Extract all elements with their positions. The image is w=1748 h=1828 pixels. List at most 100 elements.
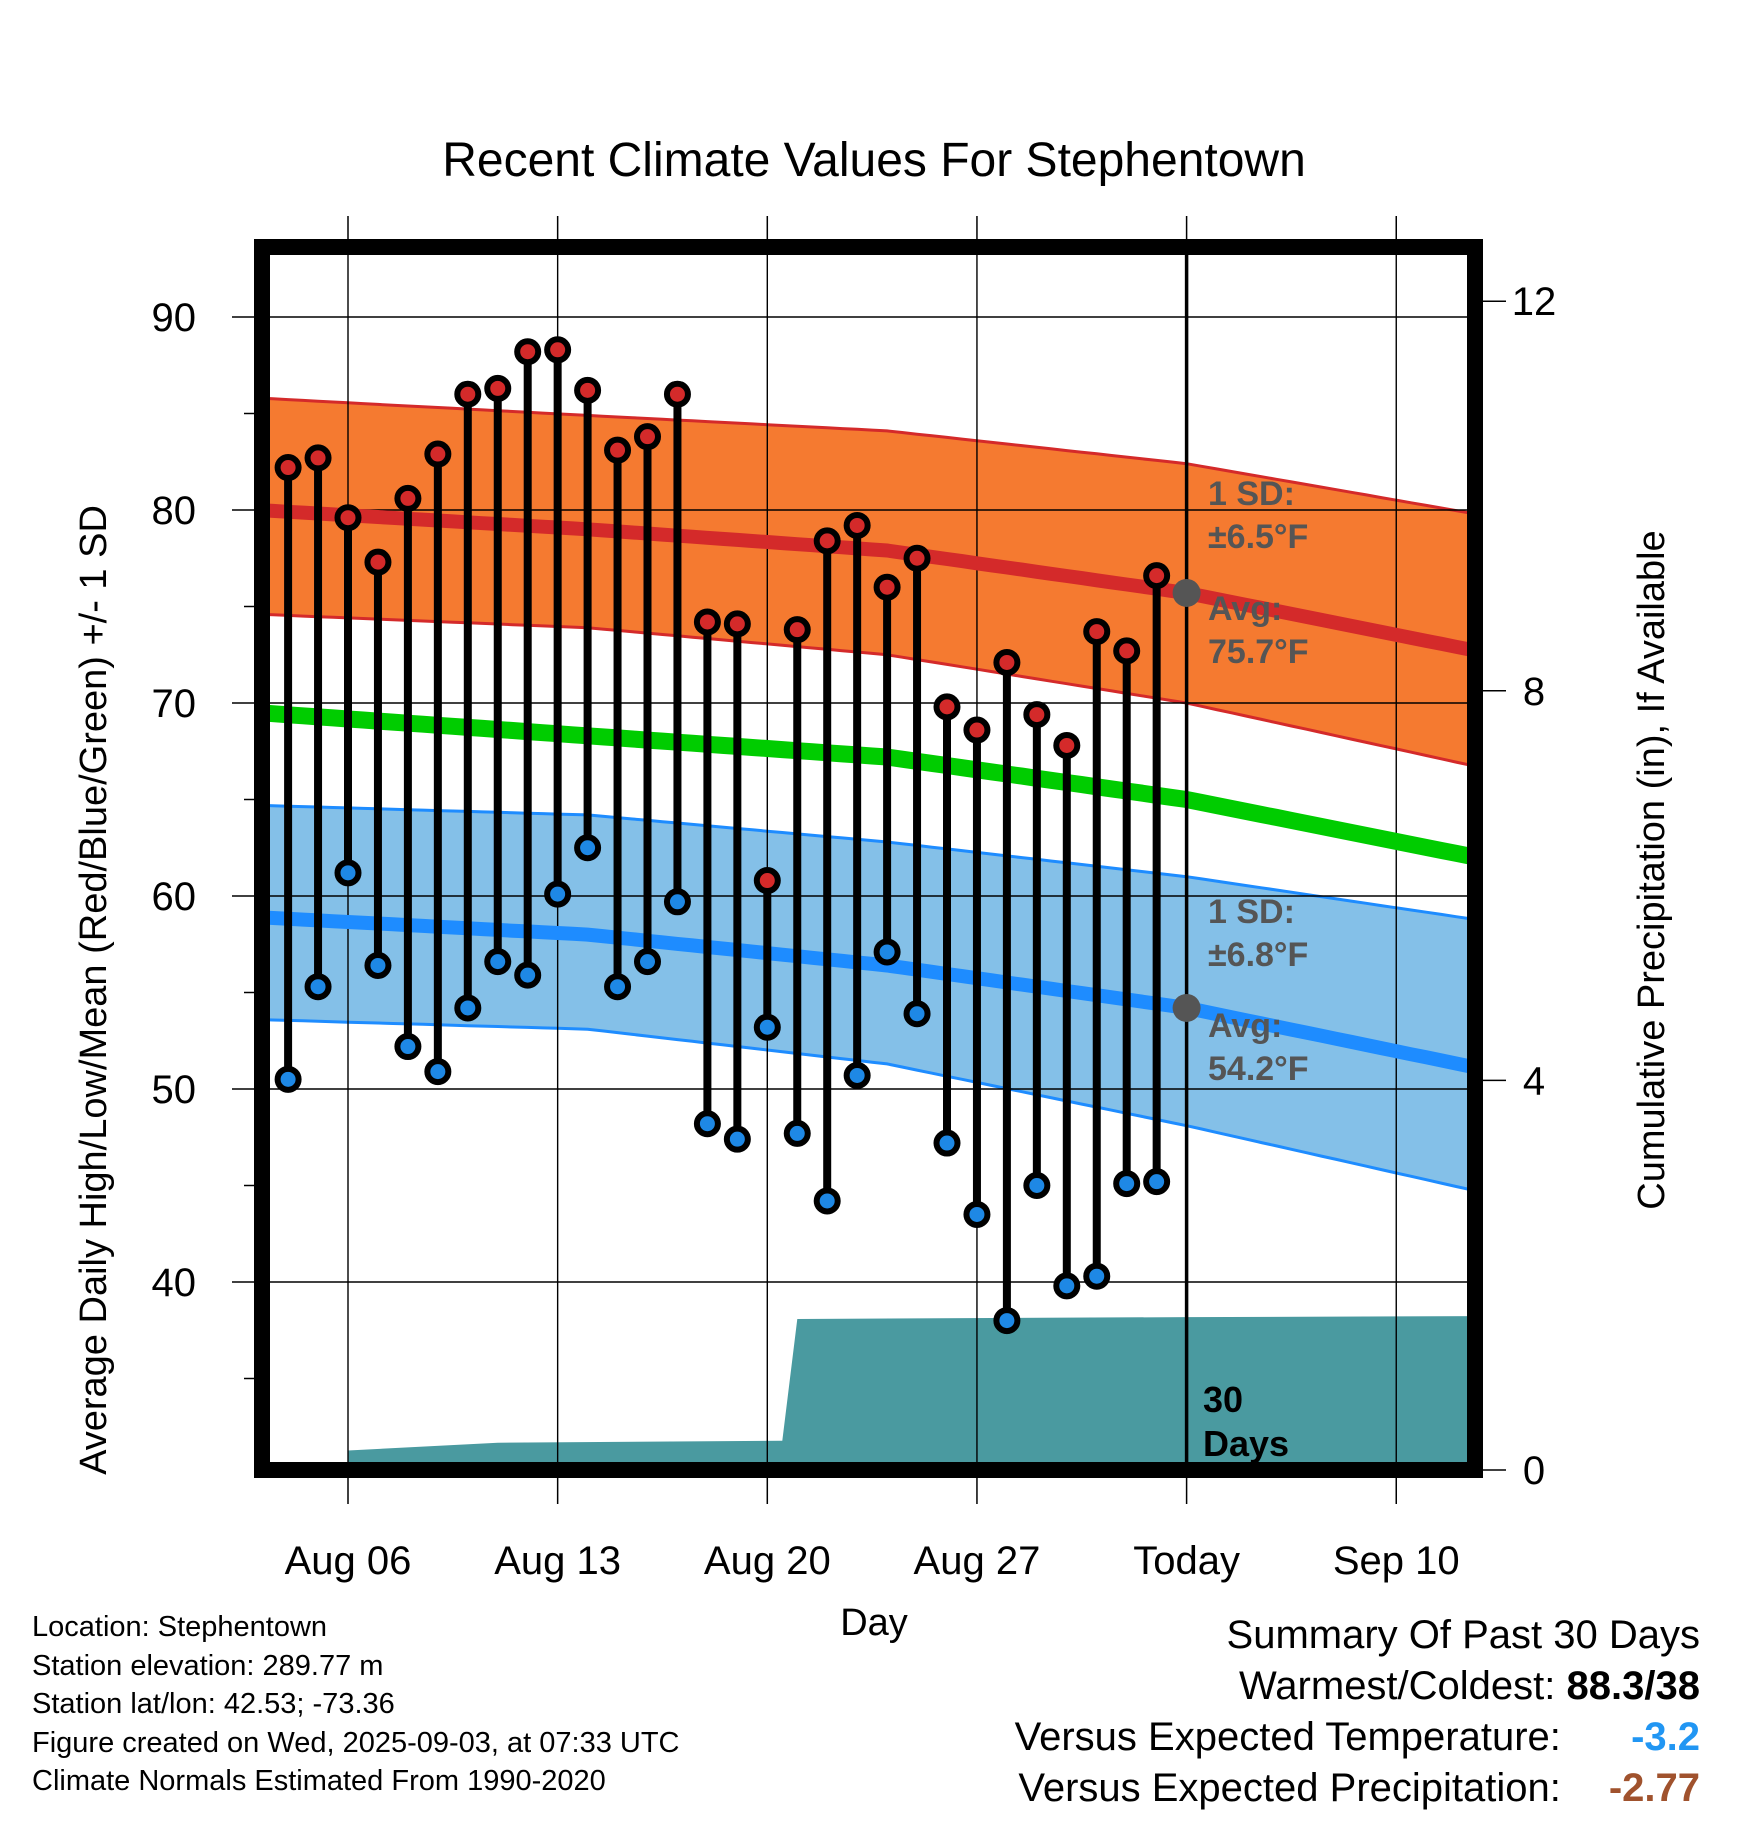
low-sd-band <box>262 805 1475 1191</box>
precip-anomaly-value: -2.77 <box>1608 1766 1700 1810</box>
high-point <box>484 374 512 402</box>
x-tick-label: Aug 13 <box>494 1539 621 1583</box>
y-tick-label: 50 <box>152 1068 197 1112</box>
high-point <box>903 544 931 572</box>
x-tick-label: Sep 10 <box>1333 1539 1460 1583</box>
chart-title: Recent Climate Values For Stephentown <box>442 134 1306 187</box>
high-point <box>1023 701 1051 729</box>
low-point <box>843 1061 871 1089</box>
low-point <box>544 880 572 908</box>
y-tick-label: 70 <box>152 682 197 726</box>
warmest-coldest-value: 88.3/38 <box>1566 1664 1700 1708</box>
plot-frame <box>254 239 1483 1478</box>
high-point <box>394 484 422 512</box>
mean-normal-line <box>262 704 1475 866</box>
high-sd-value: ±6.5°F <box>1208 518 1308 556</box>
high-sd-band <box>262 398 1475 767</box>
low-point <box>813 1187 841 1215</box>
window-days-number: 30 <box>1203 1379 1243 1420</box>
low-avg-label: Avg: <box>1208 1007 1282 1045</box>
low-point <box>1143 1168 1171 1196</box>
high-point <box>843 511 871 539</box>
y-tick-label: 60 <box>152 875 197 919</box>
warmest-coldest-label: Warmest/Coldest: <box>1239 1664 1556 1708</box>
low-band-upper-edge <box>262 803 1475 921</box>
high-point <box>574 376 602 404</box>
high-point <box>813 527 841 555</box>
low-normal-line <box>262 910 1475 1075</box>
summary-heading: Summary Of Past 30 Days <box>1226 1613 1700 1657</box>
x-axis-label: Day <box>840 1602 908 1644</box>
low-point <box>903 1000 931 1028</box>
high-point <box>634 423 661 451</box>
high-point <box>723 610 751 638</box>
low-point <box>304 973 332 1001</box>
low-point <box>634 948 661 976</box>
low-point <box>873 938 901 966</box>
high-point <box>753 867 781 895</box>
high-point <box>1053 731 1081 759</box>
high-point <box>544 336 572 364</box>
high-band-upper-edge <box>262 396 1475 516</box>
latlon-text: Station lat/lon: 42.53; -73.36 <box>32 1688 395 1720</box>
high-point <box>424 440 452 468</box>
x-tick-label: Aug 20 <box>704 1539 831 1583</box>
elevation-text: Station elevation: 289.77 m <box>32 1649 384 1682</box>
high-point <box>364 548 392 576</box>
low-sd-label: 1 SD: <box>1208 893 1295 931</box>
low-point <box>424 1058 452 1086</box>
high-point <box>933 693 961 721</box>
high-point <box>334 504 362 532</box>
summary-panel: Summary Of Past 30 Days Warmest/Coldest:… <box>1015 1610 1700 1814</box>
precip-area <box>348 1316 1475 1470</box>
low-point <box>334 859 362 887</box>
low-point <box>1083 1262 1111 1290</box>
y2-tick-label: 4 <box>1523 1059 1545 1103</box>
x-tick-label: Today <box>1133 1539 1240 1583</box>
low-point <box>1053 1272 1081 1300</box>
low-point <box>394 1033 422 1061</box>
precip-anomaly-label: Versus Expected Precipitation: <box>1018 1766 1561 1810</box>
high-avg-label: Avg: <box>1208 590 1282 628</box>
high-point <box>454 380 482 408</box>
station-info: Location: Stephentown Station elevation:… <box>32 1608 680 1801</box>
summary-warmest-coldest: Warmest/Coldest: 88.3/38 <box>1015 1661 1700 1712</box>
location-text: Location: Stephentown <box>32 1611 328 1643</box>
x-tick-label: Aug 06 <box>285 1539 412 1583</box>
low-point <box>993 1307 1021 1335</box>
high-band-lower-edge <box>262 612 1475 768</box>
high-point <box>1143 562 1171 590</box>
low-point <box>484 948 512 976</box>
plot-interior: 1 SD: ±6.5°F Avg: 75.7°F 1 SD: ±6.8°F Avg: 54.2… <box>262 247 1475 1470</box>
high-point <box>693 608 721 636</box>
low-sd-value: ±6.8°F <box>1208 936 1308 974</box>
low-point <box>274 1065 302 1093</box>
y-tick-label: 80 <box>152 489 197 533</box>
created-text: Figure created on Wed, 2025-09-03, at 07… <box>32 1726 680 1759</box>
low-point <box>963 1200 991 1228</box>
low-point <box>783 1119 811 1147</box>
low-point <box>574 834 602 862</box>
high-point <box>783 616 811 644</box>
high-avg-value: 75.7°F <box>1208 633 1309 671</box>
low-avg-value: 54.2°F <box>1208 1050 1309 1088</box>
y-axis-label: Average Daily High/Low/Mean (Red/Blue/Gr… <box>73 505 115 1475</box>
y2-tick-label: 12 <box>1512 280 1557 324</box>
low-point <box>364 951 392 979</box>
low-point <box>663 888 691 916</box>
low-point <box>1023 1172 1051 1199</box>
low-point <box>454 994 482 1022</box>
high-point <box>1113 637 1141 665</box>
high-point <box>663 380 691 408</box>
x-tick-label: Aug 27 <box>914 1539 1041 1583</box>
high-point <box>873 573 901 601</box>
window-days-label: Days <box>1203 1423 1289 1464</box>
high-normal-line <box>262 503 1475 658</box>
high-point <box>604 436 632 464</box>
today-low-avg-dot <box>1172 993 1201 1022</box>
high-point <box>514 338 542 366</box>
y-tick-label: 40 <box>152 1261 197 1305</box>
y2-axis-label: Cumulative Precipitation (in), If Availa… <box>1631 530 1673 1209</box>
normals-text: Climate Normals Estimated From 1990-2020 <box>32 1765 606 1797</box>
